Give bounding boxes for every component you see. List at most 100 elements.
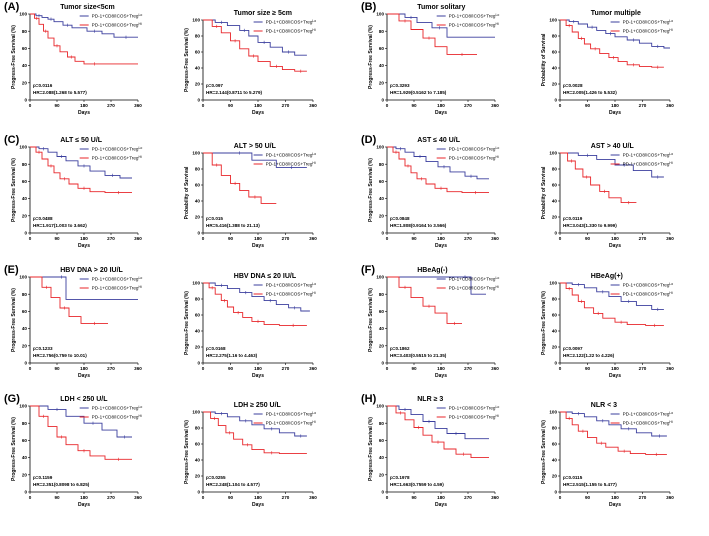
x-tick-label: 180 [437, 495, 445, 500]
y-tick-label: 20 [195, 474, 201, 479]
y-tick-label: 80 [379, 29, 385, 34]
legend-entry: PD-1+CD8/ICOS+TregHi [436, 22, 499, 28]
x-tick-label: 360 [491, 103, 499, 108]
hazard-ratio: HR=3.043(1.330 to 9.999) [563, 223, 617, 228]
x-axis-label: Days [78, 243, 90, 249]
legend-label-sup: Hi [495, 285, 498, 289]
y-tick-label: 80 [195, 34, 201, 39]
legend-label: PD-1+CD8/ICOS+TregLo [266, 152, 317, 158]
y-tick-label: 40 [195, 199, 201, 204]
y-tick-label: 60 [379, 438, 385, 443]
x-tick-label: 270 [107, 103, 115, 108]
legend-label: PD-1+CD8/ICOS+TregHi [623, 28, 673, 34]
chart-title: LDH ≥ 250 U/L [234, 402, 282, 409]
high-group-curve [387, 13, 477, 55]
low-group-curve [387, 146, 489, 180]
y-axis-label: Probability of Survival [184, 166, 190, 219]
y-tick-label: 20 [195, 345, 201, 350]
y-tick-label: 80 [195, 426, 201, 431]
x-axis-label: Days [609, 110, 621, 116]
x-tick-label: 0 [202, 495, 205, 500]
low-group-curve [30, 146, 132, 179]
legend-label: PD-1+CD8/ICOS+TregHi [449, 414, 499, 420]
x-tick-label: 360 [134, 495, 142, 500]
high-group-curve [387, 405, 489, 459]
chart-title: AST > 40 U/L [591, 143, 635, 150]
x-tick-label: 180 [437, 236, 445, 241]
legend-label-text: PD-1+CD8/ICOS+Treg [623, 20, 670, 25]
y-tick-label: 0 [554, 361, 557, 366]
legend-entry: PD-1+CD8/ICOS+TregLo [253, 152, 317, 158]
legend-label-sup: Hi [495, 155, 498, 159]
panel-label: (E) [4, 264, 19, 276]
low-group-curve [30, 276, 138, 300]
legend-label: PD-1+CD8/ICOS+TregHi [266, 28, 316, 34]
y-tick-label: 40 [379, 326, 385, 331]
x-axis-label: Days [609, 243, 621, 249]
y-tick-label: 20 [379, 343, 385, 348]
y-axis-label: Progress-Free Survival (%) [368, 417, 374, 481]
legend-entry: PD-1+CD8/ICOS+TregHi [253, 291, 316, 297]
legend-label: PD-1+CD8/ICOS+TregHi [266, 420, 316, 426]
p-value: p=0.1978 [390, 475, 410, 480]
y-axis-label: Progress-Free Survival (%) [11, 158, 17, 222]
y-tick-label: 40 [22, 455, 28, 460]
y-tick-label: 100 [192, 410, 200, 415]
chart-title: HBV DNA ≤ 20 IU/L [234, 273, 297, 280]
hazard-ratio: HR=2.515(1.155 to 5.477) [563, 482, 617, 487]
legend-label: PD-1+CD8/ICOS+TregHi [92, 22, 142, 28]
legend-label-sup: Lo [138, 405, 142, 409]
y-axis-label: Progress-Free Survival (%) [368, 25, 374, 89]
legend-entry: PD-1+CD8/ICOS+TregLo [253, 19, 316, 25]
legend-label: PD-1+CD8/ICOS+TregLo [266, 282, 317, 288]
high-group-curve [203, 19, 307, 72]
legend-label: PD-1+CD8/ICOS+TregLo [92, 146, 143, 152]
low-group-curve [30, 405, 132, 438]
x-tick-label: 90 [228, 366, 234, 371]
legend-label: PD-1+CD8/ICOS+TregLo [623, 282, 674, 288]
y-tick-label: 100 [19, 275, 27, 280]
legend-label: PD-1+CD8/ICOS+TregLo [449, 276, 500, 282]
y-axis-label: Progress-Free Survival (%) [368, 158, 374, 222]
km-chart: HBV DNA > 20 IU/L 0 20 40 60 80 100 0 90 180 270 36… [11, 267, 142, 379]
km-chart: LDH < 250 U/L 0 20 40 60 80 100 0 90 180 270 360 Day… [11, 396, 142, 508]
y-tick-label: 80 [552, 34, 558, 39]
hazard-ratio: HR=1.917(1.003 to 3.662) [33, 223, 87, 228]
legend-label-text: PD-1+CD8/ICOS+Treg [92, 147, 139, 152]
legend-label-text: PD-1+CD8/ICOS+Treg [266, 162, 313, 167]
high-group-curve [560, 411, 667, 455]
p-value: p=0.0115 [563, 475, 583, 480]
low-group-curve [387, 405, 489, 440]
x-tick-label: 360 [309, 236, 317, 241]
x-tick-label: 270 [639, 495, 647, 500]
y-axis-label: Progress-Free Survival (%) [184, 291, 190, 355]
legend-entry: PD-1+CD8/ICOS+TregLo [610, 411, 673, 417]
legend-label: PD-1+CD8/ICOS+TregLo [92, 276, 143, 282]
legend-label-text: PD-1+CD8/ICOS+Treg [623, 283, 670, 288]
x-tick-label: 270 [282, 366, 290, 371]
p-value: p=0.1862 [390, 346, 410, 351]
p-value: p=0.0168 [206, 346, 226, 351]
legend-entry: PD-1+CD8/ICOS+TregLo [610, 152, 673, 158]
y-tick-label: 100 [192, 281, 200, 286]
x-tick-label: 360 [666, 103, 674, 108]
y-tick-label: 0 [24, 361, 27, 366]
y-tick-label: 40 [552, 458, 558, 463]
y-tick-label: 80 [195, 167, 201, 172]
y-tick-label: 60 [552, 50, 558, 55]
legend-label-sup: Lo [669, 282, 673, 286]
legend-entry: PD-1+CD8/ICOS+TregLo [79, 13, 142, 19]
km-chart: Tumor multiple 0 20 40 60 80 100 0 90 180 270 360 Da… [541, 10, 674, 116]
legend-label-text: PD-1+CD8/ICOS+Treg [449, 14, 496, 19]
x-tick-label: 270 [639, 366, 647, 371]
x-tick-label: 90 [228, 103, 234, 108]
x-tick-label: 0 [202, 366, 205, 371]
legend-label-text: PD-1+CD8/ICOS+Treg [92, 415, 139, 420]
y-tick-label: 20 [195, 82, 201, 87]
x-tick-label: 360 [309, 103, 317, 108]
y-axis-label: Progress-Free Survival (%) [11, 25, 17, 89]
legend-label-text: PD-1+CD8/ICOS+Treg [92, 156, 139, 161]
legend-label: PD-1+CD8/ICOS+TregHi [623, 420, 673, 426]
legend-label-text: PD-1+CD8/ICOS+Treg [623, 412, 670, 417]
